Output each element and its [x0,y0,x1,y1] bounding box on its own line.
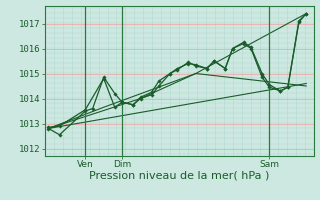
X-axis label: Pression niveau de la mer( hPa ): Pression niveau de la mer( hPa ) [89,171,269,181]
